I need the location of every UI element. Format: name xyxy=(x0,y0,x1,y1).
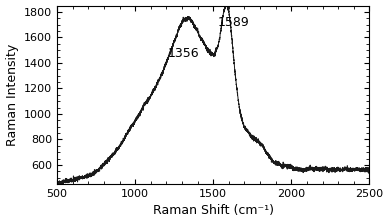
Y-axis label: Raman Intensity: Raman Intensity xyxy=(5,44,19,146)
Text: 1356: 1356 xyxy=(168,47,200,60)
X-axis label: Raman Shift (cm⁻¹): Raman Shift (cm⁻¹) xyxy=(153,204,274,217)
Text: 1589: 1589 xyxy=(218,16,249,29)
